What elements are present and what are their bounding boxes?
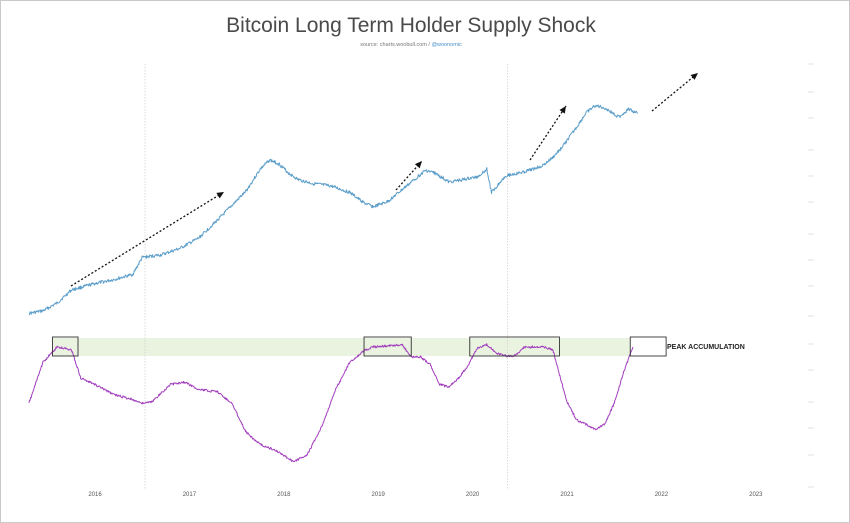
x-tick-label-2019: 2019 [372, 492, 386, 498]
x-tick-label-2023: 2023 [749, 492, 763, 498]
peak-zone-box-0 [52, 336, 79, 357]
peak-accumulation-label: PEAK ACCUMULATION [667, 344, 745, 351]
chart-source-text: source: charts.woobull.com / [360, 42, 432, 48]
peak-zone-box-2 [469, 336, 560, 357]
trend-arrow-2 [529, 105, 567, 161]
x-tick-label-2018: 2018 [277, 492, 291, 498]
x-tick-label-2020: 2020 [466, 492, 480, 498]
peak-accumulation-band [52, 338, 631, 356]
x-tick-label-2022: 2022 [655, 492, 669, 498]
peak-zone-box-3 [629, 336, 667, 357]
x-tick-label-2021: 2021 [560, 492, 574, 498]
chart-source: source: charts.woobull.com / @woonomic [0, 42, 822, 48]
supply-shock-series-line [28, 343, 634, 463]
x-tick-label-2016: 2016 [88, 492, 102, 498]
trend-arrow-0 [70, 191, 225, 287]
price-series-line [28, 104, 638, 316]
peak-zone-box-1 [363, 336, 412, 357]
x-tick-label-2017: 2017 [183, 492, 197, 498]
chart-source-handle: @woonomic [431, 42, 462, 48]
trend-arrow-1 [395, 160, 423, 191]
chart-title: Bitcoin Long Term Holder Supply Shock [226, 14, 596, 37]
trend-arrow-3 [651, 72, 699, 112]
